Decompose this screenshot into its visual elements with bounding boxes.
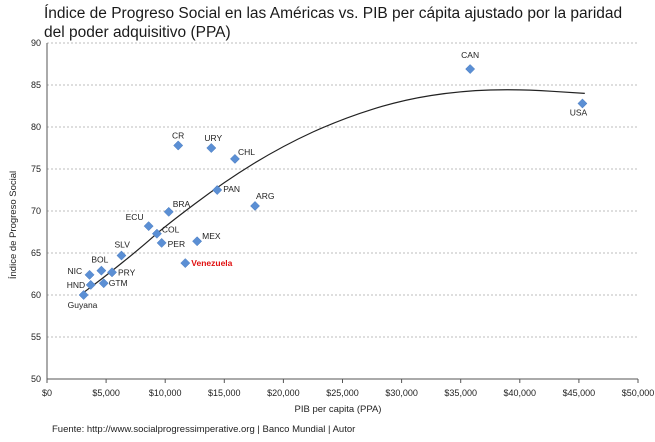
data-label: CAN [461, 50, 479, 60]
y-axis-title: Índice de Progreso Social [8, 171, 19, 279]
data-point [163, 206, 174, 217]
x-tick-label: $45,000 [563, 388, 596, 398]
y-tick-label: 90 [31, 38, 41, 48]
y-tick-label: 80 [31, 122, 41, 132]
x-tick-label: $35,000 [444, 388, 477, 398]
data-label: CR [172, 130, 184, 140]
data-point [250, 201, 260, 211]
source-note: Fuente: http://www.socialprogressimperat… [52, 424, 356, 435]
data-label: SLV [114, 240, 130, 250]
y-tick-label: 65 [31, 248, 41, 258]
x-axis: $0 $5,000 $10,000 $15,000 $20,000 $25,000 $30,… [42, 379, 654, 398]
y-tick-label: 60 [31, 290, 41, 300]
data-label: CHL [238, 147, 255, 157]
data-point [577, 98, 588, 109]
data-label: PRY [118, 267, 136, 277]
data-point [107, 267, 117, 278]
data-point [116, 250, 127, 261]
data-label: PAN [223, 184, 240, 194]
x-tick-label: $0 [42, 388, 52, 398]
data-points: CAN USA CR URY CHL PAN ARG BRA ECU COL PER MEX SLV Ve… [67, 50, 588, 310]
data-point [151, 228, 162, 239]
data-label: Guyana [68, 300, 98, 310]
y-tick-label: 55 [31, 332, 41, 342]
trend-line [82, 89, 585, 294]
data-point [143, 221, 154, 232]
x-tick-label: $25,000 [326, 388, 359, 398]
data-label: GTM [109, 278, 128, 288]
data-point [465, 64, 476, 74]
data-point [206, 143, 217, 153]
x-tick-label: $20,000 [267, 388, 300, 398]
data-point [96, 265, 107, 276]
data-point [78, 290, 89, 300]
data-label: Venezuela [191, 258, 232, 268]
data-point [173, 140, 184, 151]
data-label: ARG [256, 191, 274, 201]
data-point [156, 237, 167, 248]
data-point [180, 258, 191, 269]
y-tick-label: 50 [31, 374, 41, 384]
data-point [98, 278, 109, 289]
data-label: NIC [68, 266, 83, 276]
data-label: URY [204, 133, 222, 143]
y-tick-label: 70 [31, 206, 41, 216]
data-point [85, 279, 96, 290]
data-label: COL [162, 225, 180, 235]
data-label: PER [168, 239, 185, 249]
data-label: HND [67, 280, 85, 290]
grid-lines [47, 42, 638, 380]
x-tick-label: $15,000 [208, 388, 241, 398]
x-tick-label: $40,000 [504, 388, 537, 398]
data-point [229, 153, 240, 164]
data-point [212, 185, 223, 195]
x-tick-label: $30,000 [385, 388, 418, 398]
data-label: ECU [126, 212, 144, 222]
data-label: BRA [173, 199, 191, 209]
x-tick-label: $5,000 [92, 388, 120, 398]
y-tick-label: 75 [31, 164, 41, 174]
data-label: MEX [202, 231, 221, 241]
data-label: USA [570, 107, 588, 117]
data-point [84, 269, 95, 280]
x-axis-title: PIB per capita (PPA) [295, 404, 382, 415]
data-point [192, 236, 203, 247]
chart-title: Índice de Progreso Social en las América… [44, 5, 623, 41]
y-axis: 50 55 60 65 70 75 80 85 90 [31, 38, 48, 384]
data-label: BOL [91, 255, 108, 265]
x-tick-label: $50,000 [622, 388, 655, 398]
x-tick-label: $10,000 [149, 388, 182, 398]
y-tick-label: 85 [31, 80, 41, 90]
